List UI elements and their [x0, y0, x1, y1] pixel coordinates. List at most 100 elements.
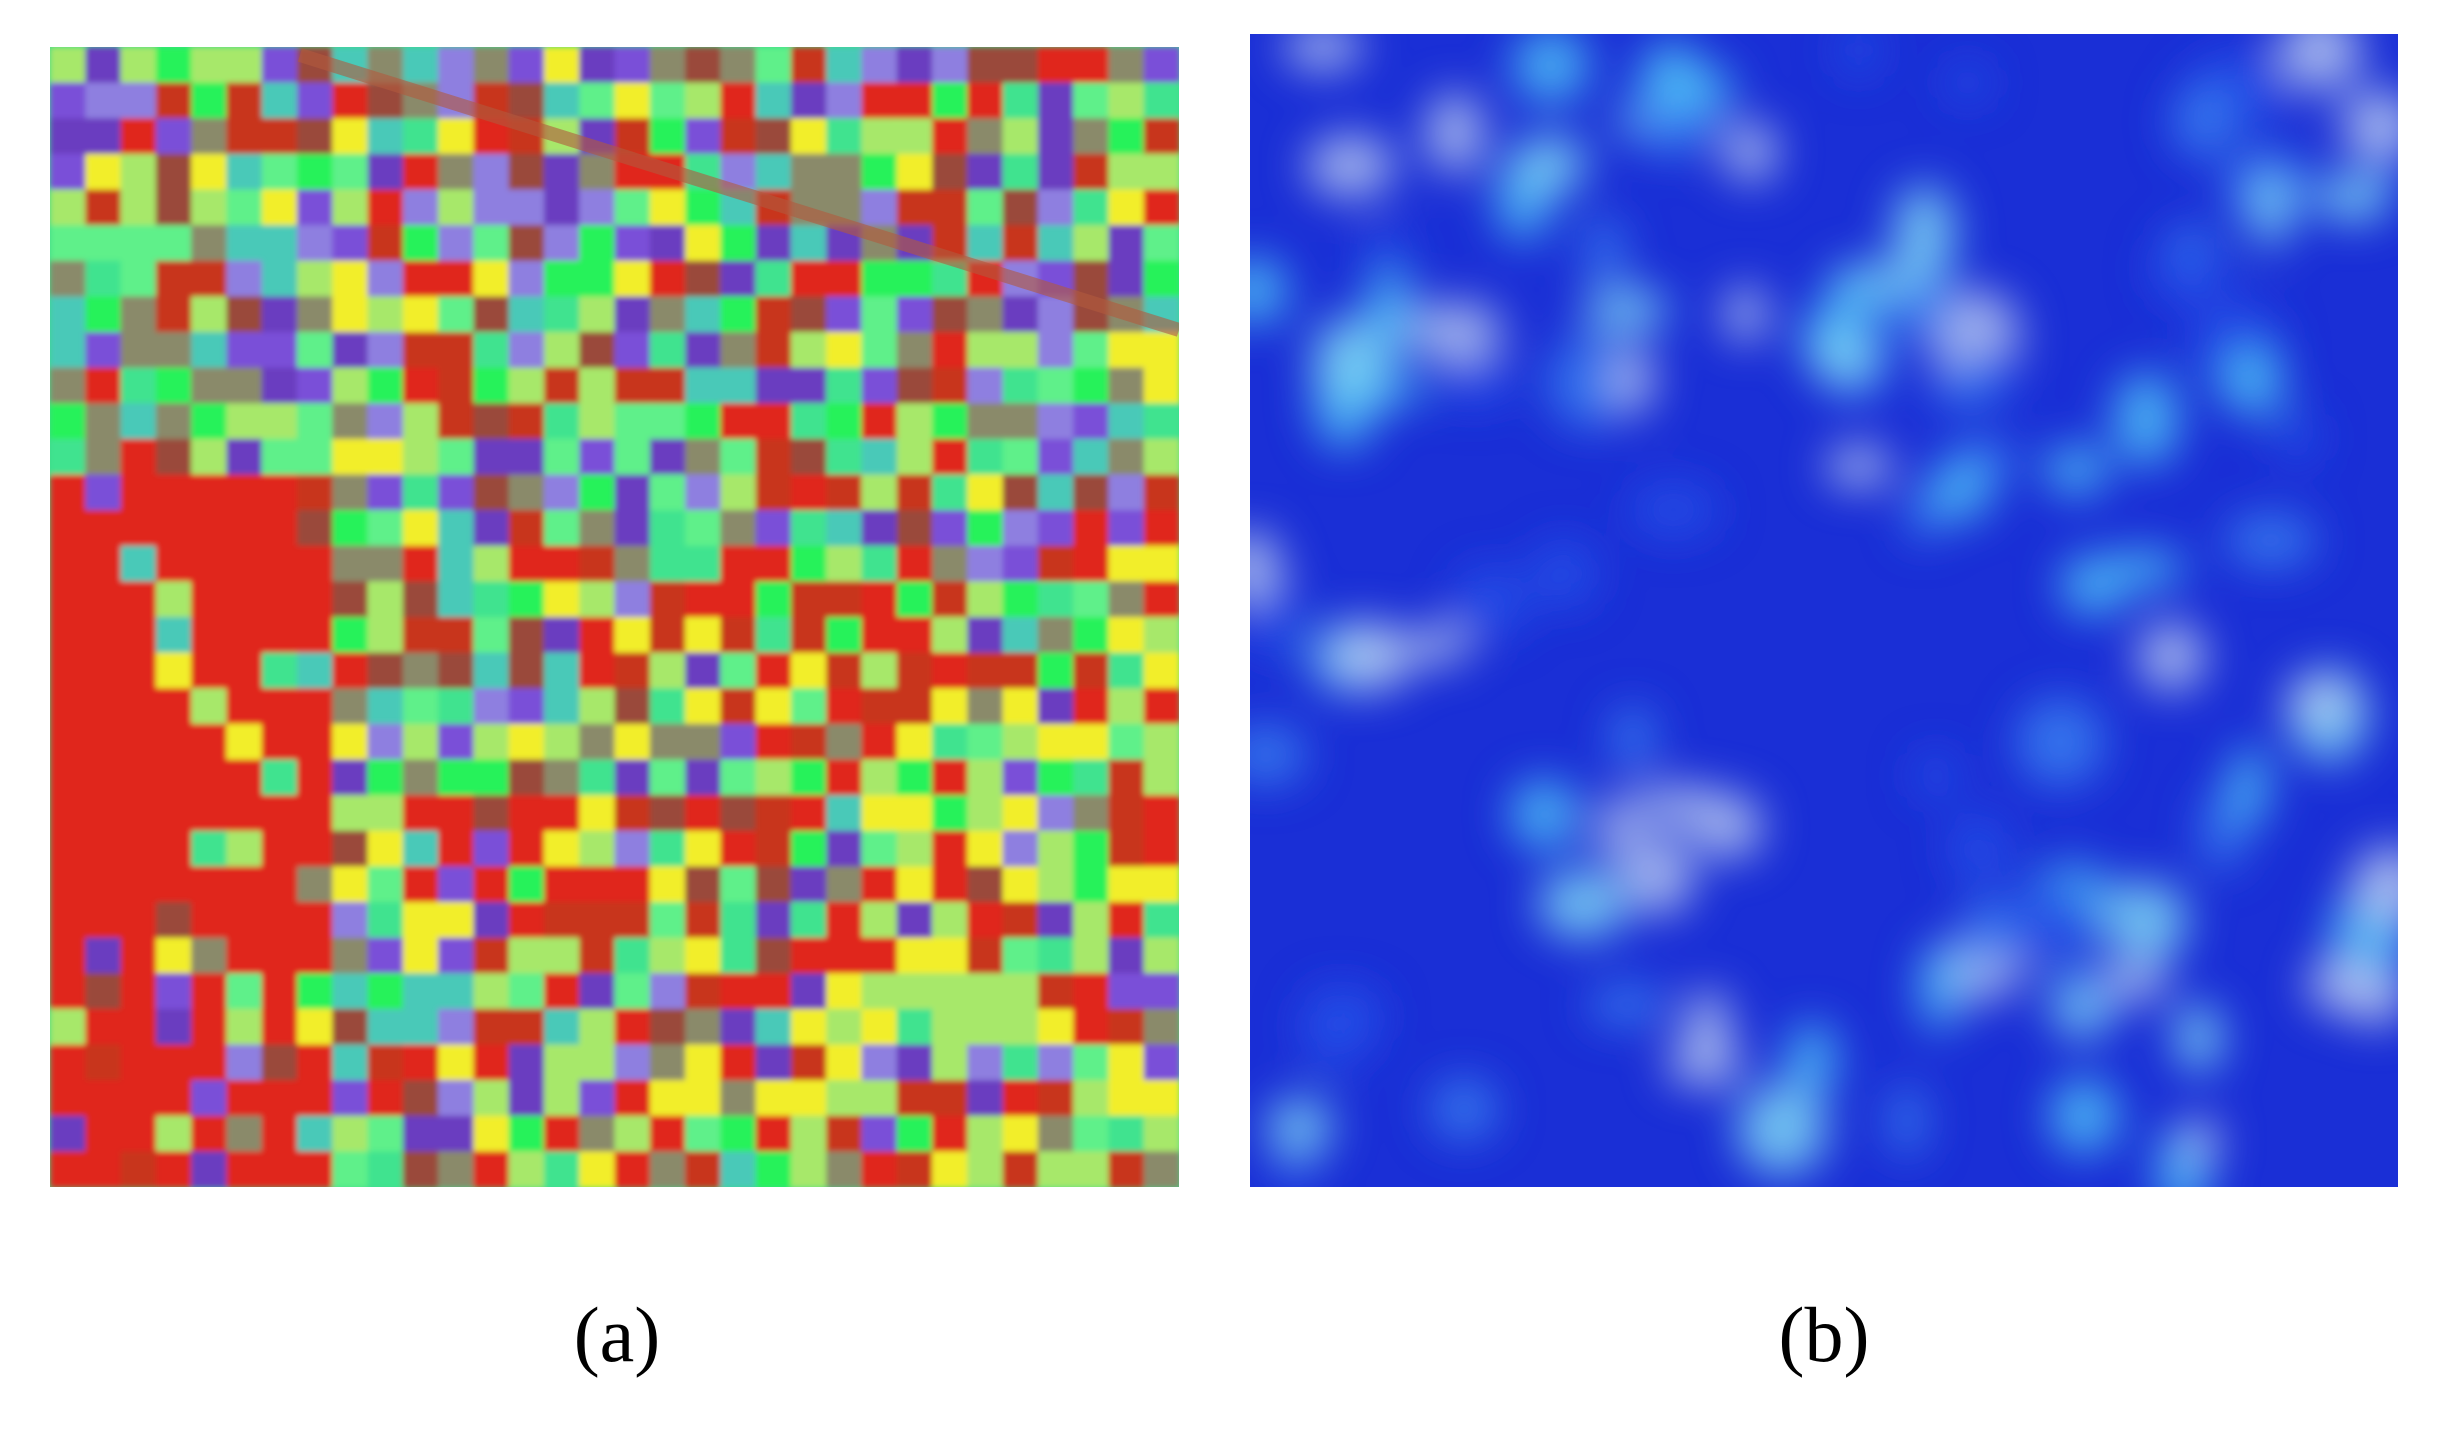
- texture-cell: [649, 189, 687, 227]
- texture-cell: [896, 189, 934, 227]
- texture-cell: [120, 1008, 157, 1046]
- texture-cell: [649, 830, 687, 868]
- texture-blob: [1609, 705, 1656, 771]
- texture-cell: [896, 153, 934, 191]
- texture-cell: [826, 973, 863, 1010]
- texture-blob: [1453, 564, 1529, 639]
- texture-blob: [2174, 1003, 2223, 1073]
- texture-cell: [332, 438, 369, 476]
- texture-cell: [332, 1044, 369, 1082]
- texture-cell: [438, 902, 475, 939]
- texture-cell: [1037, 1151, 1075, 1187]
- texture-cell: [861, 973, 898, 1010]
- texture-cell: [50, 1008, 87, 1046]
- texture-cell: [720, 118, 757, 155]
- texture-cell: [155, 510, 193, 547]
- texture-cell: [1108, 1044, 1145, 1082]
- texture-blob: [2171, 83, 2236, 160]
- texture-cell: [226, 225, 263, 262]
- texture-blob: [1283, 34, 1363, 70]
- texture-cell: [720, 474, 757, 512]
- texture-cell: [120, 403, 157, 440]
- texture-cell: [155, 652, 193, 690]
- texture-blob: [1630, 785, 1727, 826]
- texture-blob: [1892, 184, 1956, 281]
- texture-cell: [579, 332, 616, 369]
- texture-cell: [755, 438, 792, 476]
- texture-blob: [1944, 62, 1992, 103]
- texture-cell: [755, 581, 792, 618]
- texture-cell: [685, 474, 722, 512]
- texture-cell: [614, 1044, 651, 1082]
- texture-cell: [1108, 902, 1145, 939]
- texture-cell: [967, 225, 1004, 262]
- texture-blob: [2001, 878, 2097, 962]
- texture-cell: [896, 973, 934, 1010]
- texture-cell: [296, 332, 334, 369]
- texture-cell: [932, 617, 969, 654]
- texture-blob: [2173, 224, 2211, 264]
- texture-cell: [861, 830, 898, 868]
- texture-cell: [367, 153, 404, 191]
- texture-blob: [1918, 943, 1962, 1032]
- texture-cell: [649, 902, 687, 939]
- texture-cell: [402, 617, 440, 654]
- texture-cell: [85, 723, 122, 761]
- texture-cell: [85, 510, 122, 547]
- texture-cell: [790, 118, 828, 155]
- texture-cell: [967, 795, 1004, 832]
- texture-cell: [1002, 510, 1039, 547]
- texture-cell: [50, 403, 87, 440]
- texture-cell: [932, 438, 969, 476]
- texture-cell: [1002, 581, 1039, 618]
- texture-cell: [896, 902, 934, 939]
- texture-cell: [226, 652, 263, 690]
- texture-cell: [790, 617, 828, 654]
- texture-cell: [1002, 1044, 1039, 1082]
- texture-cell: [649, 510, 687, 547]
- texture-cell: [685, 296, 722, 333]
- texture-cell: [1073, 82, 1110, 120]
- texture-cell: [967, 937, 1004, 975]
- texture-cell: [1108, 1115, 1145, 1153]
- texture-cell: [261, 688, 298, 725]
- texture-cell: [543, 1008, 581, 1046]
- texture-cell: [685, 47, 722, 84]
- texture-cell: [402, 723, 440, 761]
- texture-cell: [720, 830, 757, 868]
- texture-cell: [932, 866, 969, 903]
- texture-cell: [967, 438, 1004, 476]
- texture-cell: [296, 1151, 334, 1187]
- texture-cell: [614, 403, 651, 440]
- texture-cell: [226, 759, 263, 797]
- texture-cell: [1108, 581, 1145, 618]
- texture-cell: [896, 260, 934, 298]
- texture-cell: [579, 47, 616, 84]
- texture-cell: [932, 937, 969, 975]
- texture-cell: [543, 1115, 581, 1153]
- texture-cell: [1073, 1008, 1110, 1046]
- texture-cell: [1108, 82, 1145, 120]
- texture-cell: [155, 545, 193, 583]
- texture-cell: [402, 1115, 440, 1153]
- texture-cell: [402, 1151, 440, 1187]
- texture-cell: [296, 260, 334, 298]
- texture-cell: [614, 510, 651, 547]
- texture-cell: [896, 1008, 934, 1046]
- texture-cell: [473, 1151, 510, 1187]
- texture-cell: [473, 403, 510, 440]
- texture-blob: [1786, 1022, 1837, 1097]
- texture-cell: [579, 830, 616, 868]
- texture-cell: [685, 1115, 722, 1153]
- texture-cell: [1073, 902, 1110, 939]
- texture-cell: [967, 688, 1004, 725]
- texture-cell: [1143, 1008, 1179, 1046]
- texture-cell: [473, 260, 510, 298]
- texture-cell: [861, 581, 898, 618]
- texture-cell: [296, 973, 334, 1010]
- texture-blob: [1811, 330, 1878, 387]
- texture-cell: [826, 652, 863, 690]
- texture-cell: [543, 474, 581, 512]
- texture-cell: [896, 367, 934, 405]
- texture-cell: [790, 438, 828, 476]
